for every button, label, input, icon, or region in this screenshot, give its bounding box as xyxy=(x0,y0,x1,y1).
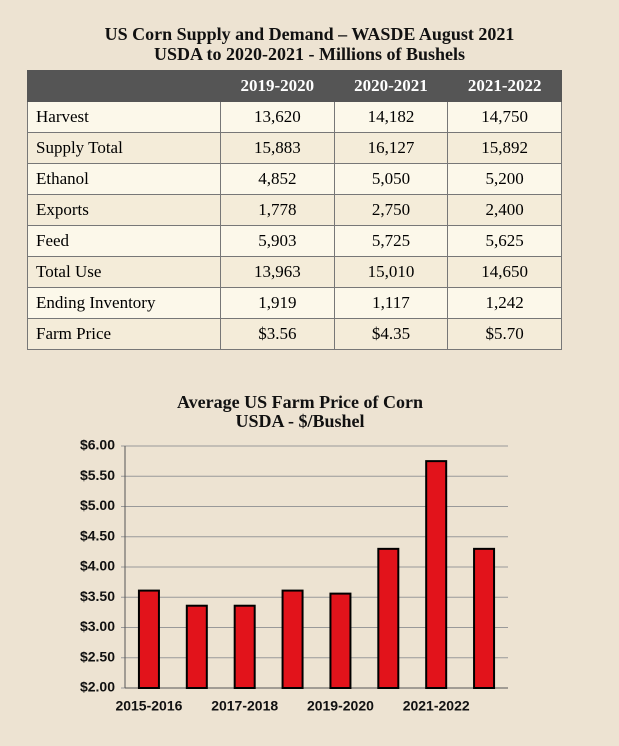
table-row: Ending Inventory 1,919 1,117 1,242 xyxy=(27,287,562,319)
x-tick-label: 2021-2022 xyxy=(403,698,470,714)
table-row: Ethanol 4,852 5,050 5,200 xyxy=(27,163,562,195)
column-header: 2021-2022 xyxy=(447,70,562,102)
bar xyxy=(281,589,304,689)
chart-title: Average US Farm Price of Corn xyxy=(177,392,423,412)
cell: 2,400 xyxy=(447,194,562,226)
cell: $5.70 xyxy=(447,318,562,350)
bar xyxy=(425,460,448,689)
bar xyxy=(233,604,256,689)
table-row: Exports 1,778 2,750 2,400 xyxy=(27,194,562,226)
row-label: Feed xyxy=(27,225,221,257)
column-header: 2019-2020 xyxy=(220,70,335,102)
table-row: Supply Total 15,883 16,127 15,892 xyxy=(27,132,562,164)
cell: 14,650 xyxy=(447,256,562,288)
table-title: US Corn Supply and Demand – WASDE August… xyxy=(104,24,515,44)
chart: Average US Farm Price of Corn USDA - $/B… xyxy=(80,392,508,714)
table-subtitle: USDA to 2020-2021 - Millions of Bushels xyxy=(153,44,466,64)
cell: 15,883 xyxy=(220,132,335,164)
cell: $4.35 xyxy=(333,318,449,350)
header-row: 2019-2020 2020-2021 2021-2022 xyxy=(27,70,562,102)
x-tick-label: 2017-2018 xyxy=(211,698,278,714)
cell: 13,620 xyxy=(220,101,335,133)
bar xyxy=(473,547,496,689)
cell: 5,200 xyxy=(447,163,562,195)
cell: 2,750 xyxy=(333,194,449,226)
y-tick-label: $6.00 xyxy=(80,437,115,453)
x-tick-label: 2019-2020 xyxy=(307,698,374,714)
cell: 16,127 xyxy=(333,132,449,164)
cell: 5,725 xyxy=(333,225,449,257)
table-row: Harvest 13,620 14,182 14,750 xyxy=(27,101,562,133)
row-label: Farm Price xyxy=(27,318,221,350)
table-row: Farm Price $3.56 $4.35 $5.70 xyxy=(27,318,562,350)
cell: 15,010 xyxy=(333,256,449,288)
y-tick-label: $2.50 xyxy=(80,648,115,664)
row-label: Total Use xyxy=(27,256,221,288)
bar xyxy=(185,604,208,689)
cell: 5,050 xyxy=(333,163,449,195)
y-tick-label: $5.00 xyxy=(80,497,115,513)
bar xyxy=(137,589,160,689)
y-tick-label: $4.00 xyxy=(80,558,115,574)
row-label: Harvest xyxy=(27,101,221,133)
y-tick-label: $3.00 xyxy=(80,618,115,634)
x-tick-label: 2015-2016 xyxy=(115,698,182,714)
cell: $3.56 xyxy=(220,318,335,350)
cell: 14,182 xyxy=(333,101,449,133)
y-tick-label: $4.50 xyxy=(80,527,115,543)
cell: 4,852 xyxy=(220,163,335,195)
y-tick-label: $3.50 xyxy=(80,588,115,604)
cell: 1,242 xyxy=(447,287,562,319)
y-tick-label: $2.00 xyxy=(80,679,115,695)
row-label: Ethanol xyxy=(27,163,221,195)
cell: 5,625 xyxy=(447,225,562,257)
cell: 5,903 xyxy=(220,225,335,257)
table-row: Total Use 13,963 15,010 14,650 xyxy=(27,256,562,288)
cell: 13,963 xyxy=(220,256,335,288)
cell: 1,778 xyxy=(220,194,335,226)
cell: 15,892 xyxy=(447,132,562,164)
supply-table: 2019-2020 2020-2021 2021-2022 Harvest 13,620… xyxy=(27,70,562,350)
row-label: Supply Total xyxy=(27,132,221,164)
bar xyxy=(377,547,400,689)
row-label: Ending Inventory xyxy=(27,287,221,319)
bar xyxy=(329,592,352,689)
y-tick-label: $5.50 xyxy=(80,467,115,483)
column-header: 2020-2021 xyxy=(333,70,449,102)
row-label: Exports xyxy=(27,194,221,226)
table-row: Feed 5,903 5,725 5,625 xyxy=(27,225,562,257)
cell: 14,750 xyxy=(447,101,562,133)
corner xyxy=(27,70,221,102)
cell: 1,117 xyxy=(333,287,449,319)
chart-subtitle: USDA - $/Bushel xyxy=(235,411,364,431)
cell: 1,919 xyxy=(220,287,335,319)
